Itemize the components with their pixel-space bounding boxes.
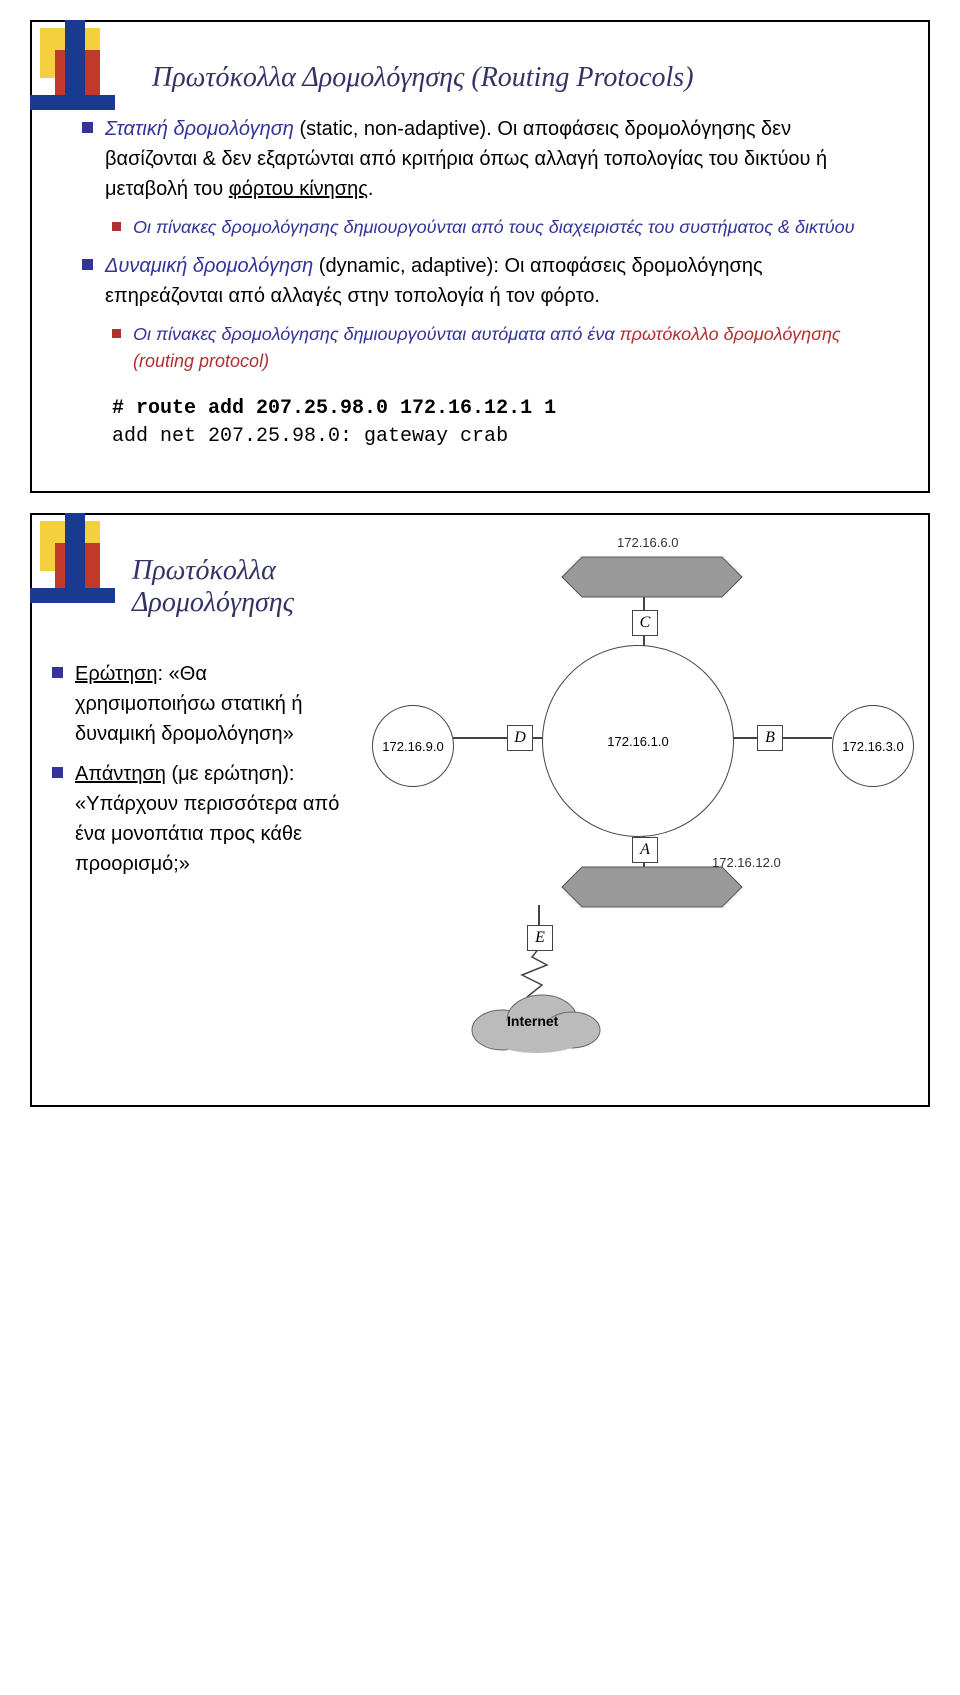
cloud-label: Internet: [507, 1013, 558, 1029]
code-line-1: # route add 207.25.98.0 172.16.12.1 1: [112, 395, 848, 423]
line-left-d: [452, 737, 510, 739]
static-term: Στατική δρομολόγηση: [105, 118, 294, 140]
slide-1-title: Πρωτόκολλα Δρομολόγησης (Routing Protoco…: [152, 62, 878, 94]
router-d: D: [507, 725, 533, 751]
logo-blue-horizontal: [30, 95, 115, 110]
circle-right: 172.16.3.0: [832, 705, 914, 787]
circle-left: 172.16.9.0: [372, 705, 454, 787]
hex-top-label: 172.16.6.0: [617, 535, 678, 550]
bullet-static: Στατική δρομολόγηση (static, non-adaptiv…: [82, 114, 878, 204]
slide-logo: [30, 513, 120, 613]
bullet-dynamic: Δυναμική δρομολόγηση (dynamic, adaptive)…: [82, 251, 878, 311]
bullet-static-text: Στατική δρομολόγηση (static, non-adaptiv…: [105, 114, 878, 204]
slide-2: Πρωτόκολλα Δρομολόγησης Ερώτηση: «Θα χρη…: [30, 513, 930, 1107]
code-line-2: add net 207.25.98.0: gateway crab: [112, 423, 848, 451]
bullet-question: Ερώτηση: «Θα χρησιμοποιήσω στατική ή δυν…: [52, 659, 342, 749]
slide-2-body: Πρωτόκολλα Δρομολόγησης Ερώτηση: «Θα χρη…: [82, 555, 878, 1055]
circle-center-label: 172.16.1.0: [607, 734, 668, 749]
slide-2-left: Πρωτόκολλα Δρομολόγησης Ερώτηση: «Θα χρη…: [82, 555, 352, 889]
router-c-label: C: [640, 614, 651, 632]
router-d-label: D: [514, 729, 526, 747]
circle-left-label: 172.16.9.0: [382, 739, 443, 754]
title-line1: Πρωτόκολλα: [132, 555, 276, 586]
bullet-square-icon: [52, 667, 63, 678]
bullet-dynamic-text: Δυναμική δρομολόγηση (dynamic, adaptive)…: [105, 251, 878, 311]
bullet-dynamic-sub: Οι πίνακες δρομολόγησης δημιουργούνται α…: [112, 321, 878, 375]
a-label: Απάντηση: [75, 763, 166, 785]
bullet-square-small-icon: [112, 329, 121, 338]
code-block: # route add 207.25.98.0 172.16.12.1 1 ad…: [112, 395, 848, 451]
title-line2: Δρομολόγησης: [132, 587, 294, 618]
router-c: C: [632, 610, 658, 636]
network-diagram: 172.16.6.0 172.16.12.0 172.16.1.0 172.16…: [352, 555, 878, 1055]
q-label: Ερώτηση: [75, 663, 158, 685]
slide-1: Πρωτόκολλα Δρομολόγησης (Routing Protoco…: [30, 20, 930, 493]
answer-text: Απάντηση (με ερώτηση): «Υπάρχουν περισσό…: [75, 759, 342, 879]
logo-blue-horizontal: [30, 588, 115, 603]
dynamic-sub-pre: Οι πίνακες δρομολόγησης δημιουργούνται α…: [133, 324, 620, 344]
circle-right-label: 172.16.3.0: [842, 739, 903, 754]
dynamic-sub-text: Οι πίνακες δρομολόγησης δημιουργούνται α…: [133, 321, 878, 375]
slide-logo: [30, 20, 120, 120]
bullet-square-small-icon: [112, 222, 121, 231]
hex-bottom: [542, 865, 762, 910]
router-b: B: [757, 725, 783, 751]
line-b-right: [782, 737, 832, 739]
slide-2-title: Πρωτόκολλα Δρομολόγησης: [132, 555, 342, 619]
static-underline: φόρτου κίνησης: [229, 178, 368, 200]
bullet-square-icon: [82, 122, 93, 133]
router-e: E: [527, 925, 553, 951]
bullet-static-sub: Οι πίνακες δρομολόγησης δημιουργούνται α…: [112, 214, 878, 241]
hex-top: [542, 555, 762, 600]
router-a: A: [632, 837, 658, 863]
slide-1-content: Στατική δρομολόγηση (static, non-adaptiv…: [82, 114, 878, 451]
circle-center: 172.16.1.0: [542, 645, 734, 837]
router-e-label: E: [535, 929, 545, 947]
hex-bottom-label: 172.16.12.0: [712, 855, 781, 870]
bullet-square-icon: [52, 767, 63, 778]
static-end: .: [368, 178, 374, 200]
bullet-square-icon: [82, 259, 93, 270]
bullet-answer: Απάντηση (με ερώτηση): «Υπάρχουν περισσό…: [52, 759, 342, 879]
static-sub-text: Οι πίνακες δρομολόγησης δημιουργούνται α…: [133, 214, 878, 241]
router-a-label: A: [640, 841, 650, 859]
router-b-label: B: [765, 729, 775, 747]
question-text: Ερώτηση: «Θα χρησιμοποιήσω στατική ή δυν…: [75, 659, 342, 749]
dynamic-term: Δυναμική δρομολόγηση: [105, 255, 313, 277]
line-hex-e: [538, 905, 540, 927]
line-center-b: [732, 737, 760, 739]
